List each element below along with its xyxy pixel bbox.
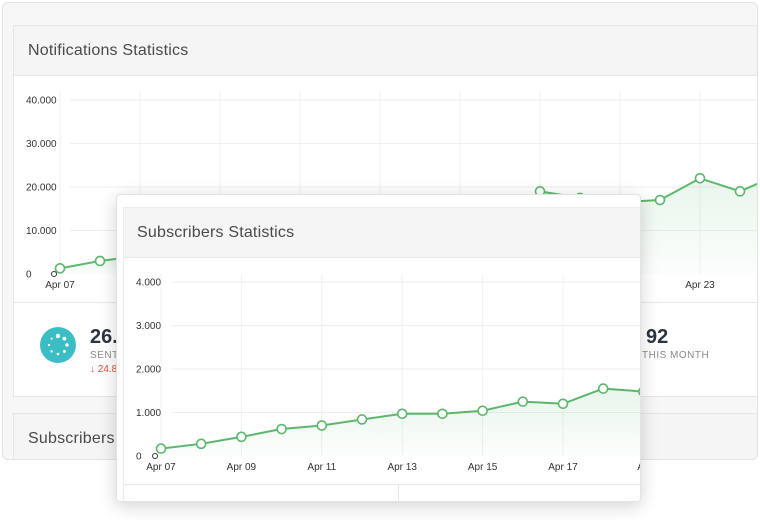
x-tick-label: Apr 15 — [468, 462, 498, 473]
data-point[interactable] — [195, 438, 207, 450]
subscribers-statistics-card: Subscribers Statistics 0 1.000 2.000 3.000 4… — [116, 194, 641, 502]
y-tick-label: 0 — [26, 270, 32, 281]
data-point[interactable] — [396, 408, 408, 420]
stats-divider — [398, 485, 399, 501]
this-month-label: THIS MONTH — [642, 350, 710, 361]
x-tick-label: Apr 07 — [146, 462, 176, 473]
x-tick-label: Apr 07 — [45, 280, 75, 291]
this-month-value: 92 — [646, 326, 669, 348]
data-point[interactable] — [437, 408, 448, 420]
notifications-card-title: Notifications Statistics — [28, 41, 189, 59]
notifications-card-header: Notifications Statistics — [14, 26, 757, 76]
subscribers-card-header: Subscribers Statistics — [124, 208, 640, 258]
y-tick-label: 1.000 — [136, 408, 161, 419]
subscribers-chart: 0 1.000 2.000 3.000 4.000 Apr 07 Apr 09 Apr 11 A… — [136, 274, 641, 473]
y-tick-label: 20.000 — [26, 183, 57, 194]
y-tick-label: 10.000 — [26, 226, 57, 237]
x-tick-label: Apr 17 — [548, 462, 578, 473]
data-point[interactable] — [316, 420, 328, 431]
x-tick-label: Apr 11 — [307, 462, 336, 473]
notification-icon — [40, 327, 76, 363]
data-point[interactable] — [734, 186, 746, 197]
data-point[interactable] — [54, 263, 66, 274]
x-tick-label: Apr 23 — [685, 280, 715, 291]
series-area — [161, 388, 640, 456]
data-point[interactable] — [654, 194, 666, 206]
y-tick-label: 0 — [136, 452, 142, 463]
data-point[interactable] — [694, 173, 706, 184]
origin-marker — [51, 271, 57, 277]
data-point[interactable] — [517, 396, 529, 407]
y-tick-label: 40.000 — [26, 96, 57, 107]
data-point[interactable] — [94, 255, 106, 267]
subscribers-card-inner: Subscribers Statistics 0 1.000 2.000 3.000 4… — [123, 207, 641, 501]
data-point[interactable] — [155, 443, 167, 454]
sent-change: ↓ 24.8 — [90, 364, 118, 375]
y-tick-label: 4.000 — [136, 278, 161, 289]
subscribers-stats-row — [124, 484, 640, 501]
subscribers-back-title: Subscribers — [28, 430, 115, 447]
x-tick-label: Apr 09 — [227, 462, 257, 473]
subscribers-card-title: Subscribers Statistics — [137, 223, 295, 241]
y-tick-label: 3.000 — [136, 321, 161, 332]
origin-marker — [152, 453, 158, 459]
data-point[interactable] — [356, 414, 368, 425]
y-tick-label: 2.000 — [136, 365, 161, 376]
data-point[interactable] — [638, 387, 641, 396]
sent-label: SENT — [90, 350, 119, 361]
x-tick-label: Ap — [637, 462, 641, 473]
sent-value: 26. — [90, 326, 118, 348]
x-tick-label: Apr 13 — [387, 462, 417, 473]
data-point[interactable] — [236, 431, 247, 443]
data-point[interactable] — [276, 423, 287, 435]
y-tick-label: 30.000 — [26, 139, 57, 150]
data-point[interactable] — [477, 405, 488, 417]
data-point[interactable] — [557, 398, 569, 410]
data-point[interactable] — [597, 383, 609, 394]
